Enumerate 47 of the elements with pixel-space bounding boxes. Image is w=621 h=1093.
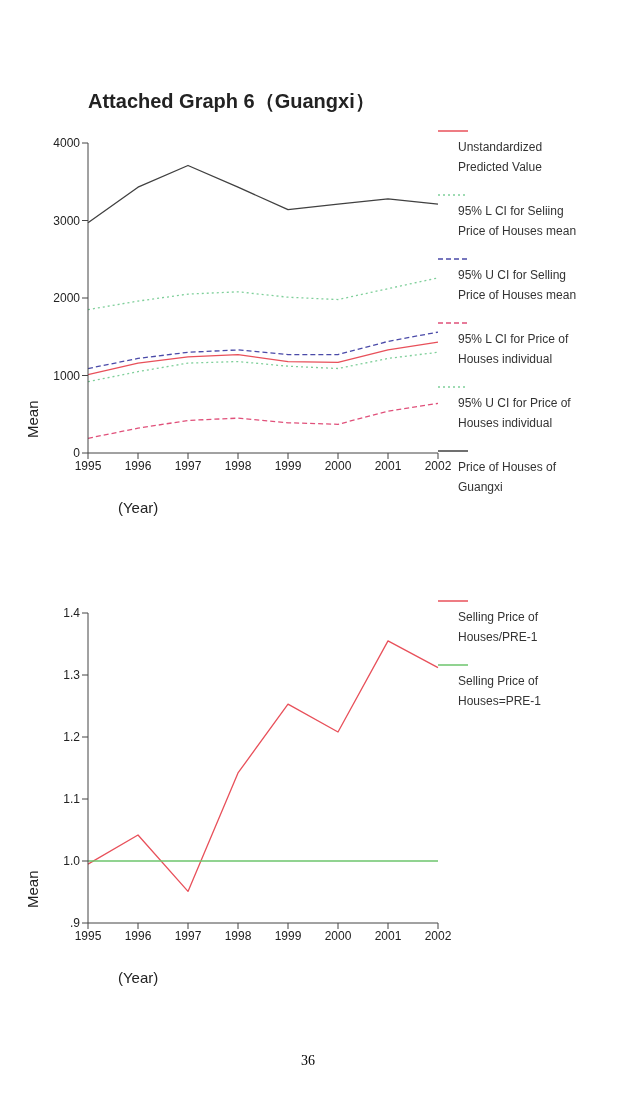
legend-label: 95% L CI for Seliing Price of Houses mean xyxy=(457,203,578,240)
x-tick-label: 1996 xyxy=(124,458,152,473)
y-tick-label: .9 xyxy=(69,916,81,931)
x-tick-label: 1997 xyxy=(174,458,202,473)
line-series xyxy=(87,640,439,893)
x-tick-label: 1998 xyxy=(224,928,252,943)
x-tick-label: 1996 xyxy=(124,928,152,943)
y-axis-title: Mean xyxy=(24,870,41,908)
legend-label: Selling Price of Houses=PRE-1 xyxy=(457,673,543,710)
text: 36 xyxy=(300,1053,316,1069)
x-tick-label: 1997 xyxy=(174,928,202,943)
x-tick-label: 1995 xyxy=(74,458,102,473)
legend-label: Unstandardized Predicted Value xyxy=(457,139,544,176)
legend-label: Price of Houses of Guangxi xyxy=(458,460,557,494)
line-series xyxy=(87,277,439,311)
line-series xyxy=(87,331,439,370)
y-tick-label: 1.4 xyxy=(63,606,81,621)
x-axis-title: (Year) xyxy=(118,499,159,516)
y-tick-label: 1.2 xyxy=(63,730,81,745)
y-tick-label: 1000 xyxy=(53,368,81,383)
x-tick-label: 1999 xyxy=(274,458,302,473)
x-tick-label: 2001 xyxy=(374,458,402,473)
chart-title: Attached Graph 6（Guangxi） xyxy=(88,89,376,114)
y-tick-label: 1.0 xyxy=(63,854,81,869)
y-tick-label: 1.3 xyxy=(63,668,81,683)
legend-label: 95% L CI for Price of Houses individual xyxy=(457,331,570,368)
x-tick-label: 1999 xyxy=(274,928,302,943)
y-tick-label: 1.1 xyxy=(63,792,81,807)
line-series xyxy=(87,351,439,383)
line-series xyxy=(87,402,439,439)
x-tick-label: 2001 xyxy=(374,928,402,943)
x-tick-label: 2002 xyxy=(424,928,452,943)
y-tick-label: 0 xyxy=(73,446,81,461)
x-tick-label: 1998 xyxy=(224,458,252,473)
y-axis-title: Mean xyxy=(24,400,41,438)
legend-label: 95% U CI for Price of Houses individual xyxy=(457,395,572,432)
legend-label: Selling Price of Houses/PRE-1 xyxy=(457,609,540,646)
line-series xyxy=(87,341,439,376)
y-tick-label: 4000 xyxy=(53,136,81,151)
y-tick-label: 3000 xyxy=(53,213,81,228)
x-tick-label: 2002 xyxy=(424,458,452,473)
x-tick-label: 2000 xyxy=(324,928,352,943)
y-tick-label: 2000 xyxy=(53,291,81,306)
x-axis-title: (Year) xyxy=(118,969,159,986)
x-tick-label: 2000 xyxy=(324,458,352,473)
x-tick-label: 1995 xyxy=(74,928,102,943)
legend-label: 95% U CI for Selling Price of Houses mean xyxy=(457,267,578,304)
